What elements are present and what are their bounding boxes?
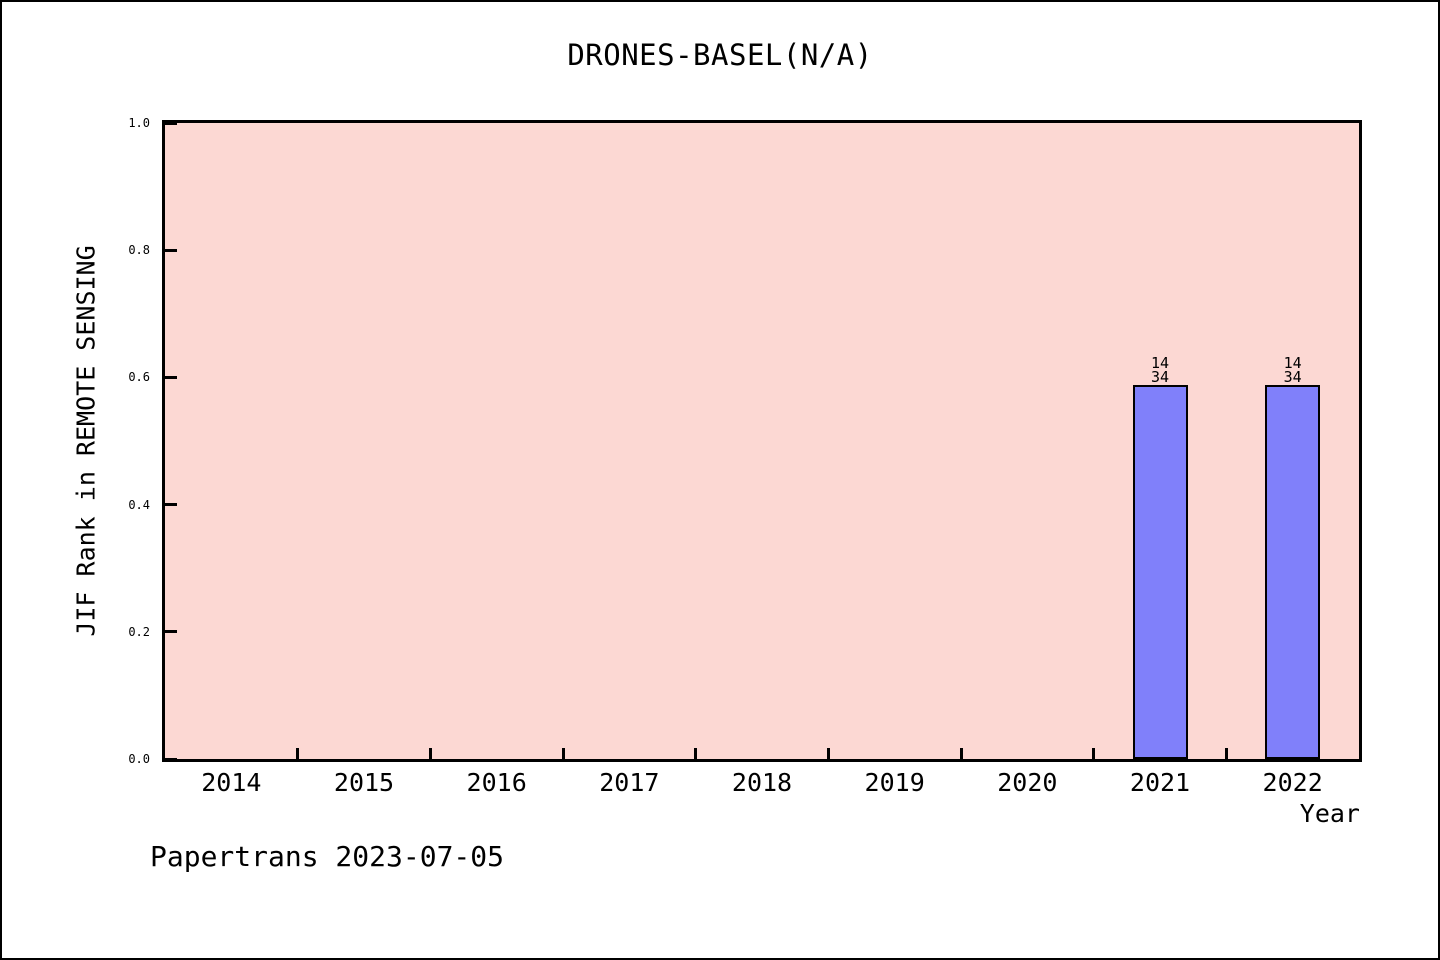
y-tick-label: 1.0 — [128, 116, 150, 130]
x-tick-label: 2018 — [731, 768, 793, 797]
y-tick-label: 0.0 — [128, 752, 150, 766]
x-tick-mark — [959, 748, 963, 759]
y-tick-label: 0.8 — [128, 243, 150, 258]
x-tick-mark — [1092, 748, 1096, 759]
plot-area: 14 34 14 34 — [162, 120, 1362, 762]
x-tick-label: 2019 — [864, 768, 925, 797]
y-tick-mark — [165, 375, 177, 379]
x-tick-label: 2017 — [599, 768, 660, 797]
x-tick-label: 2022 — [1262, 768, 1323, 797]
y-axis-label: JIF Rank in REMOTE SENSING — [71, 245, 101, 637]
x-tick-label: 2015 — [333, 768, 395, 797]
y-tick-mark — [165, 503, 177, 507]
x-tick-label: 2021 — [1129, 768, 1191, 797]
y-tick-label: 0.2 — [128, 624, 150, 639]
x-tick-mark — [1224, 748, 1228, 759]
bar — [1132, 385, 1188, 759]
y-tick-mark — [165, 121, 177, 125]
x-tick-mark — [561, 748, 565, 759]
x-tick-label: 2016 — [466, 768, 527, 797]
bar — [1265, 385, 1321, 759]
x-tick-mark — [428, 748, 432, 759]
y-tick-mark — [165, 248, 177, 252]
x-tick-mark — [694, 748, 698, 759]
x-tick-mark — [296, 748, 300, 759]
y-tick-label: 0.4 — [128, 497, 150, 512]
bar-value-label: 14 34 — [1283, 354, 1302, 386]
chart-title: DRONES-BASEL(N/A) — [567, 38, 873, 72]
y-tick-mark — [165, 630, 177, 634]
footer-text: Papertrans 2023-07-05 — [150, 840, 505, 873]
x-axis-label: Year — [1299, 799, 1360, 828]
x-tick-mark — [826, 748, 830, 759]
bar-value-label: 14 34 — [1150, 354, 1170, 386]
x-tick-label: 2020 — [997, 768, 1058, 797]
y-tick-label: 0.6 — [128, 370, 150, 385]
y-tick-mark — [165, 757, 177, 761]
x-tick-label: 2014 — [201, 768, 262, 797]
